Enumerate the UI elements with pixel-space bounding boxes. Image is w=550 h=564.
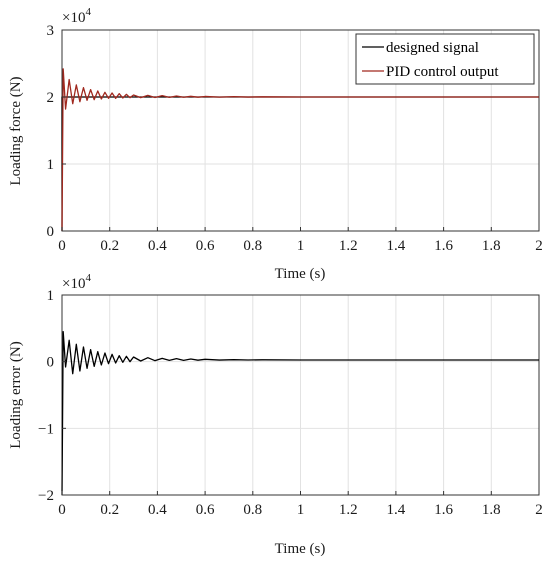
x-tick-label: 0.8 (243, 238, 262, 254)
series-line-error (61, 331, 539, 496)
y-multiplier: ×104 (62, 6, 91, 26)
x-tick-label: 1.8 (482, 238, 501, 254)
x-axis-label: Time (s) (275, 541, 326, 557)
x-tick-label: 2 (535, 238, 543, 254)
legend: designed signal PID control output (355, 33, 535, 85)
y-tick-label: 1 (47, 157, 55, 173)
x-tick-label: 1.2 (339, 238, 358, 254)
plot-loading-error: 0 0.2 0.4 0.6 0.8 1 1.2 1.4 1.6 1.8 2 −2 −1 0 1 ×104 T… (8, 272, 543, 557)
y-tick-label: 1 (47, 288, 55, 304)
x-tick-label: 0.2 (100, 502, 119, 518)
legend-box (355, 33, 535, 85)
x-tick-label: 1 (297, 502, 305, 518)
y-axis-label: Loading force (N) (8, 76, 24, 185)
y-tick-label: −2 (38, 488, 54, 504)
x-tick-label: 0.2 (100, 238, 119, 254)
x-tick-label: 1 (297, 238, 305, 254)
series-line-pid-control-output (61, 68, 539, 232)
x-tick-label: 1.2 (339, 502, 358, 518)
x-axis-label: Time (s) (275, 266, 326, 282)
ticks: 0 0.2 0.4 0.6 0.8 1 1.2 1.4 1.6 1.8 2 −2 −1 0 1 (38, 288, 543, 518)
grid (61, 294, 540, 496)
y-tick-label: −1 (38, 421, 54, 437)
x-tick-label: 0.6 (196, 238, 215, 254)
x-tick-label: 0.4 (148, 502, 167, 518)
plot-loading-force: 0 0.2 0.4 0.6 0.8 1 1.2 1.4 1.6 1.8 2 0 1 2 3 ×104 Tim… (8, 6, 543, 282)
y-tick-label: 0 (47, 224, 55, 240)
y-axis-label: Loading error (N) (8, 341, 24, 448)
x-tick-label: 2 (535, 502, 543, 518)
x-tick-label: 1.4 (387, 238, 406, 254)
x-tick-label: 1.8 (482, 502, 501, 518)
x-tick-label: 1.4 (387, 502, 406, 518)
x-tick-label: 0 (58, 238, 66, 254)
y-tick-label: 3 (47, 23, 55, 39)
x-tick-label: 1.6 (434, 502, 453, 518)
x-tick-label: 0.8 (243, 502, 262, 518)
series-group (61, 331, 539, 496)
y-multiplier: ×104 (62, 272, 91, 292)
x-tick-label: 0 (58, 502, 66, 518)
ticks: 0 0.2 0.4 0.6 0.8 1 1.2 1.4 1.6 1.8 2 0 1 2 3 (47, 23, 543, 254)
x-tick-label: 1.6 (434, 238, 453, 254)
legend-label-pid-output: PID control output (386, 64, 499, 80)
x-tick-label: 0.4 (148, 238, 167, 254)
legend-label-designed-signal: designed signal (386, 40, 479, 56)
x-tick-label: 0.6 (196, 502, 215, 518)
y-tick-label: 0 (47, 355, 55, 371)
y-tick-label: 2 (47, 90, 55, 106)
